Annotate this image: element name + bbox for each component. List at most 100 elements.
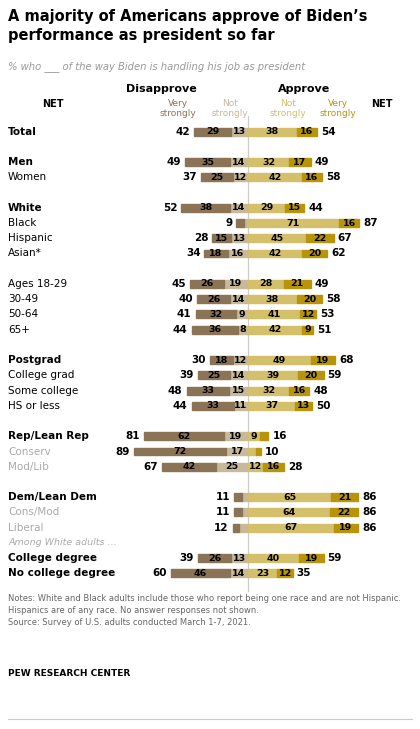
Text: 14: 14 [232,157,246,167]
Bar [230,295,248,303]
Text: 14: 14 [232,203,246,212]
Text: 49: 49 [315,279,329,289]
Text: Cons/Mod: Cons/Mod [8,507,59,518]
Bar [198,371,230,379]
Text: 14: 14 [232,371,246,380]
Bar [248,234,306,242]
Text: Disapprove: Disapprove [126,84,197,94]
Text: Dem/Lean Dem: Dem/Lean Dem [8,492,97,502]
Text: 12: 12 [278,569,292,578]
Bar [248,219,339,227]
Text: Women: Women [8,172,47,182]
Text: 19: 19 [316,356,330,364]
Text: 41: 41 [177,309,192,319]
Text: 59: 59 [328,553,342,563]
Bar [205,249,228,257]
Text: 15: 15 [215,234,228,243]
Bar [330,509,358,516]
Text: 48: 48 [168,386,183,396]
Bar [334,523,358,531]
Text: Notes: White and Black adults include those who report being one race and are no: Notes: White and Black adults include th… [8,594,401,627]
Bar [248,509,330,516]
Text: Very
strongly: Very strongly [320,99,357,118]
Bar [229,386,248,394]
Text: Conserv: Conserv [8,447,51,456]
Text: Ages 18-29: Ages 18-29 [8,279,67,289]
Text: 11: 11 [215,492,230,502]
Text: Very
strongly: Very strongly [160,99,197,118]
Text: 17: 17 [231,447,244,456]
Bar [248,326,302,334]
Bar [231,128,248,136]
Text: 58: 58 [326,295,341,304]
Text: 45: 45 [270,234,284,243]
Text: NET: NET [42,99,64,109]
Text: 30-49: 30-49 [8,295,38,304]
Bar [244,219,248,227]
Text: 58: 58 [326,172,341,182]
Text: 19: 19 [339,523,352,532]
Text: 15: 15 [288,203,301,212]
Text: 67: 67 [338,233,352,243]
Bar [186,386,229,394]
Bar [248,386,289,394]
Bar [233,523,239,531]
Bar [248,311,300,319]
Text: 12: 12 [234,173,247,182]
Text: 16: 16 [231,249,244,258]
Bar [216,463,248,471]
Bar [248,174,302,182]
Text: 32: 32 [210,310,223,319]
Bar [289,158,311,166]
Bar [248,356,311,364]
Text: 9: 9 [304,325,311,334]
Bar [248,295,297,303]
Bar [306,234,334,242]
Bar [192,326,238,334]
Bar [234,494,242,501]
Bar [248,128,297,136]
Text: 87: 87 [363,218,378,228]
Bar [289,386,310,394]
Bar [144,432,224,440]
Text: 19: 19 [305,553,318,563]
Text: 89: 89 [116,447,130,456]
Text: 36: 36 [208,325,221,334]
Text: 13: 13 [233,127,246,136]
Bar [196,311,236,319]
Text: 50: 50 [316,401,331,411]
Text: 30: 30 [191,355,206,365]
Text: 25: 25 [210,173,223,182]
Text: Postgrad: Postgrad [8,355,61,365]
Text: 39: 39 [180,553,194,563]
Text: 35: 35 [201,157,214,167]
Bar [311,356,335,364]
Bar [260,432,268,440]
Text: 29: 29 [260,203,273,212]
Bar [233,356,248,364]
Bar [190,280,224,288]
Text: 13: 13 [297,402,310,410]
Bar [181,204,230,211]
Text: 71: 71 [287,219,300,227]
Text: 42: 42 [176,127,190,136]
Text: 19: 19 [229,432,242,441]
Bar [263,463,284,471]
Text: 16: 16 [305,173,319,182]
Bar [339,219,360,227]
Bar [238,326,248,334]
Bar [233,174,248,182]
Text: Some college: Some college [8,386,78,396]
Bar [331,494,358,501]
Text: 17: 17 [293,157,307,167]
Bar [248,402,295,410]
Text: 39: 39 [180,370,194,381]
Text: 16: 16 [342,219,356,227]
Bar [230,569,248,577]
Text: Approve: Approve [278,84,330,94]
Bar [192,402,234,410]
Text: % who ___ of the way Biden is handling his job as president: % who ___ of the way Biden is handling h… [8,61,305,72]
Bar [298,371,323,379]
Bar [234,402,248,410]
Text: 33: 33 [201,386,214,395]
